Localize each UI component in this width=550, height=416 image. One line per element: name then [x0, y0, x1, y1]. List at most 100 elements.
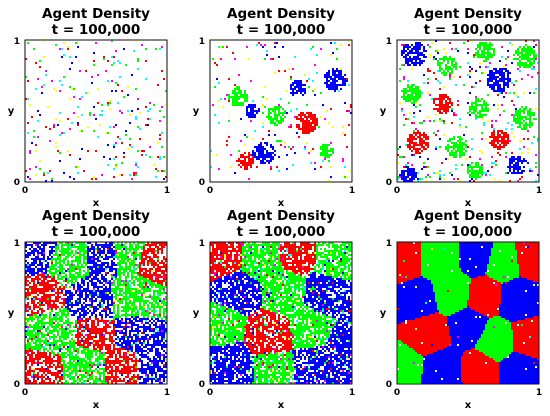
agent-cell [85, 322, 87, 324]
agent-cell [147, 124, 149, 126]
agent-cell [262, 104, 264, 106]
agent-cell [155, 286, 157, 288]
agent-cell [157, 266, 159, 268]
agent-cell [121, 298, 123, 300]
agent-cell [523, 158, 525, 160]
agent-cell [83, 348, 85, 350]
agent-cell [469, 170, 471, 172]
agent-cell [423, 166, 425, 168]
agent-cell [485, 42, 487, 44]
agent-cell [415, 106, 417, 108]
agent-cell [163, 316, 165, 318]
agent-cell [31, 330, 33, 332]
agent-cell [242, 102, 244, 104]
agent-cell [310, 150, 312, 152]
agent-cell [37, 338, 39, 340]
agent-cell [143, 260, 145, 262]
agent-cell [437, 98, 439, 100]
agent-cell [37, 278, 39, 280]
agent-cell [99, 256, 101, 258]
agent-cell [507, 78, 509, 80]
agent-cell [89, 300, 91, 302]
agent-cell [252, 150, 254, 152]
agent-cell [278, 112, 280, 114]
agent-cell [137, 150, 139, 152]
agent-cell [103, 344, 105, 346]
agent-cell [258, 158, 260, 160]
agent-cell [79, 290, 81, 292]
agent-cell [153, 330, 155, 332]
agent-cell [123, 306, 125, 308]
agent-cell [101, 348, 103, 350]
agent-cell [47, 308, 49, 310]
agent-cell [145, 290, 147, 292]
agent-cell [39, 258, 41, 260]
agent-cell [47, 334, 49, 336]
agent-cell [61, 328, 63, 330]
agent-cell [115, 338, 117, 340]
agent-cell [350, 104, 352, 106]
agent-cell [417, 94, 419, 96]
agent-cell [151, 330, 153, 332]
agent-cell [240, 160, 242, 162]
agent-cell [49, 312, 51, 314]
agent-cell [256, 148, 258, 150]
agent-cell [419, 90, 421, 92]
agent-cell [139, 280, 141, 282]
agent-cell [107, 300, 109, 302]
agent-cell [107, 282, 109, 284]
agent-cell [405, 44, 407, 46]
agent-cell [153, 280, 155, 282]
agent-cell [61, 304, 63, 306]
agent-cell [77, 124, 79, 126]
agent-cell [29, 350, 31, 352]
agent-cell [67, 296, 69, 298]
x-tick-label: 1 [164, 186, 170, 196]
agent-cell [123, 152, 125, 154]
agent-cell [69, 326, 71, 328]
agent-cell [119, 262, 121, 264]
agent-cell [125, 282, 127, 284]
agent-cell [252, 116, 254, 118]
agent-cell [163, 312, 165, 314]
agent-cell [497, 108, 499, 110]
agent-cell [107, 252, 109, 254]
agent-cell [121, 326, 123, 328]
agent-cell [324, 118, 326, 120]
agent-cell [232, 104, 234, 106]
agent-cell [85, 250, 87, 252]
agent-cell [45, 348, 47, 350]
agent-cell [517, 180, 519, 182]
y-axis-label: y [380, 106, 387, 117]
agent-cell [340, 68, 342, 70]
agent-cell [330, 86, 332, 88]
agent-cell [503, 140, 505, 142]
agent-cell [449, 138, 451, 140]
agent-cell [397, 176, 399, 178]
agent-cell [270, 120, 272, 122]
agent-cell [105, 348, 107, 350]
agent-cell [41, 290, 43, 292]
agent-cell [216, 154, 218, 156]
agent-cell [405, 58, 407, 60]
y-tick-label: 0 [14, 178, 20, 188]
agent-cell [85, 288, 87, 290]
agent-cell [123, 282, 125, 284]
agent-cell [123, 338, 125, 340]
agent-cell [455, 142, 457, 144]
agent-cell [107, 280, 109, 282]
agent-cell [45, 242, 47, 244]
agent-cell [473, 166, 475, 168]
panel-subtitle: t = 100,000 [237, 22, 326, 38]
agent-cell [41, 300, 43, 302]
agent-cell [427, 158, 429, 160]
agent-cell [49, 258, 51, 260]
agent-cell [103, 290, 105, 292]
agent-cell [73, 282, 75, 284]
agent-cell [501, 72, 503, 74]
agent-cell [67, 342, 69, 344]
agent-cell [505, 70, 507, 72]
agent-cell [427, 142, 429, 144]
agent-cell [79, 272, 81, 274]
agent-cell [55, 308, 57, 310]
